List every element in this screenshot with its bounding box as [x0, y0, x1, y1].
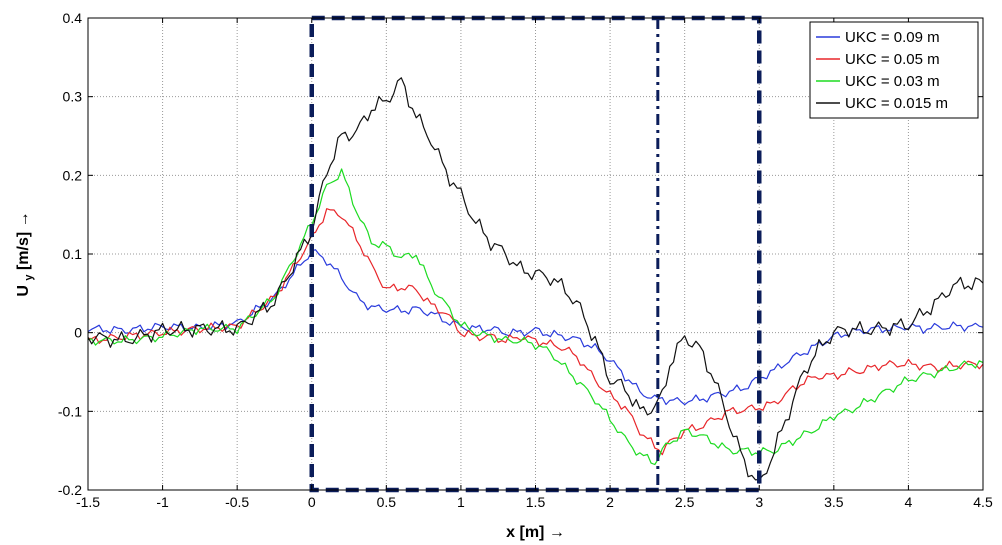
x-axis: -1.5 -1 -0.5 0 0.5 1 1.5 2 2.5 3 3.5 4 4.5 — [76, 18, 993, 510]
legend-label: UKC = 0.03 m — [845, 73, 940, 90]
y-tick-label: 0.2 — [63, 167, 83, 183]
x-tick-label: 4.5 — [973, 494, 993, 510]
x-tick-label: 2 — [606, 494, 614, 510]
series-line — [87, 249, 984, 406]
y-tick-label: 0.1 — [63, 246, 83, 262]
x-tick-label: -0.5 — [225, 494, 249, 510]
x-tick-label: 0 — [308, 494, 316, 510]
x-tick-label: 1 — [457, 494, 465, 510]
x-tick-label: 3.5 — [824, 494, 844, 510]
y-axis-title-subscript: y — [23, 274, 35, 281]
x-tick-label: 2.5 — [675, 494, 695, 510]
y-tick-label: 0.3 — [63, 89, 83, 105]
y-axis-title-suffix: [m/s] → — [15, 211, 32, 270]
series-line — [87, 77, 984, 481]
y-tick-label: 0.4 — [63, 10, 83, 26]
x-axis-title: x [m] → — [506, 524, 565, 541]
y-axis-title-main: U — [15, 285, 32, 297]
series-line — [87, 168, 984, 466]
legend-label: UKC = 0.05 m — [845, 51, 940, 68]
x-tick-label: 1.5 — [526, 494, 546, 510]
y-axis: -0.2 -0.1 0 0.1 0.2 0.3 0.4 — [58, 10, 983, 498]
x-tick-label: 4 — [905, 494, 913, 510]
y-axis-title: U y [m/s] → — [15, 211, 36, 296]
legend-label: UKC = 0.015 m — [845, 95, 948, 112]
y-tick-label: -0.2 — [58, 482, 82, 498]
legend: UKC = 0.09 m UKC = 0.05 m UKC = 0.03 m UKC … — [809, 21, 979, 119]
series-layer — [87, 77, 984, 481]
y-tick-label: -0.1 — [58, 403, 82, 419]
x-tick-label: 3 — [755, 494, 763, 510]
legend-label: UKC = 0.09 m — [845, 29, 940, 46]
x-tick-label: 0.5 — [377, 494, 397, 510]
y-tick-label: 0 — [74, 325, 82, 341]
x-tick-label: -1 — [156, 494, 169, 510]
x-tick-label: -1.5 — [76, 494, 100, 510]
legend-box — [809, 21, 979, 119]
